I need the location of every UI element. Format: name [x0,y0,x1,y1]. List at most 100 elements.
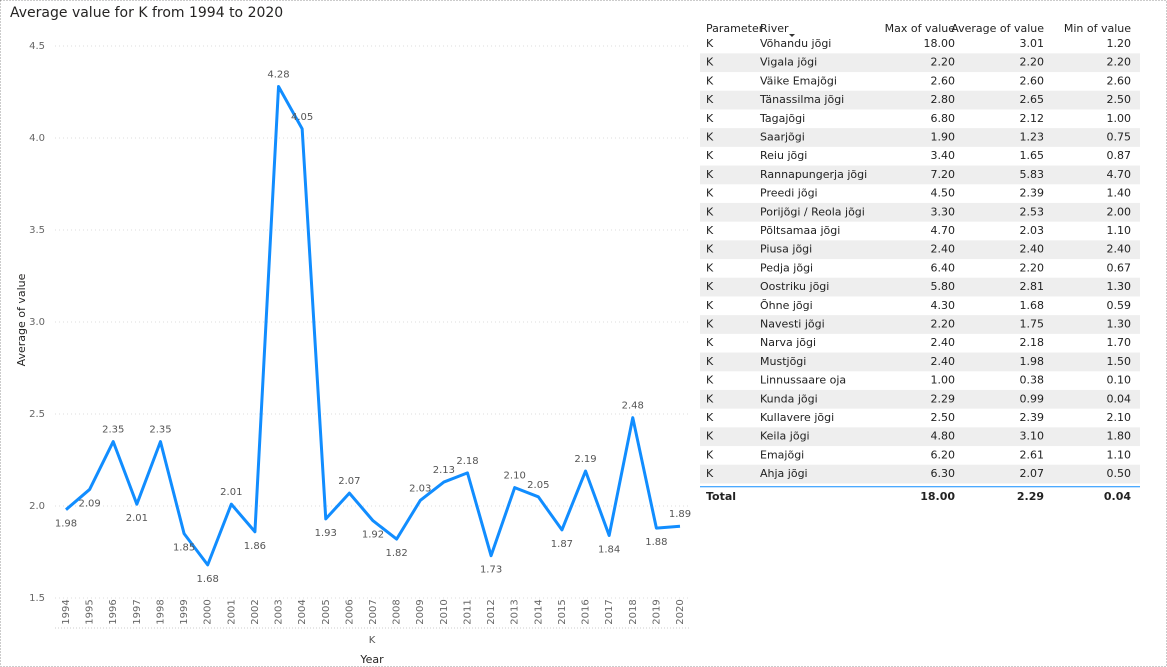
data-label: 2.01 [220,487,242,498]
table-cell: K [706,299,714,312]
table-cell: Põltsamaa jõgi [760,224,840,237]
x-tick-label: 2012 [486,599,497,624]
table-cell: Mustjõgi [760,355,806,368]
x-tick-label: 1999 [179,599,190,624]
x-tick-label: 2004 [297,599,308,624]
table-cell: 2.03 [1020,224,1045,237]
column-header: Average of value [951,22,1044,35]
table-cell: K [706,243,714,256]
row-band [700,277,1140,297]
x-tick-label: 2006 [344,599,355,624]
table-cell: K [706,37,714,50]
table-cell: 1.23 [1020,131,1045,144]
column-header: River [760,22,789,35]
table-cell: 4.70 [1107,168,1132,181]
x-tick-label: 2009 [415,599,426,624]
total-cell: 2.29 [1017,490,1044,503]
table-cell: K [706,355,714,368]
x-tick-label: 1994 [61,599,72,624]
table-cell: Võhandu jõgi [760,37,831,50]
table-cell: 5.83 [1020,168,1045,181]
data-label: 1.85 [173,543,195,554]
table-cell: 6.40 [931,261,956,274]
x-tick-label: 2008 [392,599,403,624]
row-band [700,128,1140,147]
x-tick-label: 2000 [203,599,214,624]
data-label: 1.73 [480,565,502,576]
table-cell: 2.40 [1020,243,1045,256]
table-cell: 1.00 [931,374,956,387]
row-band [700,464,1140,484]
data-label: 2.13 [433,465,455,476]
table-cell: Saarjõgi [760,131,805,144]
table-cell: 2.40 [1107,243,1132,256]
table-cell: K [706,448,714,461]
table-cell: 5.80 [931,280,956,293]
x-tick-label: 1996 [108,599,119,624]
y-tick-label: 4.0 [29,133,45,144]
x-tick-label: 2011 [462,599,473,624]
table-cell: 2.53 [1020,205,1045,218]
row-band [700,202,1140,222]
table-cell: Õhne jõgi [760,299,813,312]
table-cell: Piusa jõgi [760,243,812,256]
table-cell: K [706,318,714,331]
table-cell: 0.38 [1020,374,1045,387]
data-label: 2.01 [126,513,148,524]
data-label: 2.35 [102,425,124,436]
table-cell: 0.10 [1107,374,1132,387]
data-label: 2.10 [504,471,526,482]
data-label: 4.28 [267,69,289,80]
table-cell: 2.20 [1107,56,1132,69]
table-cell: Kullavere jõgi [760,411,834,424]
table-cell: 1.30 [1107,280,1132,293]
data-label: 2.03 [409,483,431,494]
table-cell: Rannapungerja jõgi [760,168,867,181]
table-cell: K [706,430,714,443]
table-cell: K [706,467,714,480]
table-cell: K [706,112,714,125]
row-band [700,165,1140,185]
y-tick-label: 3.5 [29,225,45,236]
table-cell: 3.40 [931,149,956,162]
table-cell: K [706,261,714,274]
data-label: 1.86 [244,541,266,552]
data-label: 4.05 [291,112,313,123]
chart-title: Average value for K from 1994 to 2020 [10,5,283,21]
table-cell: Preedi jõgi [760,187,818,200]
x-tick-label: 2005 [321,599,332,624]
table-cell: 2.60 [931,74,956,87]
table-cell: 4.70 [931,224,956,237]
table-cell: K [706,411,714,424]
data-label: 2.48 [622,401,644,412]
table-cell: K [706,93,714,106]
table-cell: 7.20 [931,168,956,181]
data-label: 1.82 [385,548,407,559]
x-tick-label: 2001 [226,599,237,624]
table-cell: K [706,280,714,293]
table-cell: 4.30 [931,299,956,312]
table-cell: 2.40 [931,336,956,349]
table-cell: 0.59 [1107,299,1132,312]
table-cell: 2.40 [931,355,956,368]
table-cell: 2.20 [1020,261,1045,274]
table-cell: 6.20 [931,448,956,461]
data-label: 2.07 [338,476,360,487]
x-tick-label: 2014 [533,599,544,624]
table-cell: 1.65 [1020,149,1045,162]
table-cell: 2.81 [1020,280,1045,293]
table-cell: 1.98 [1020,355,1045,368]
table-cell: Keila jõgi [760,430,810,443]
y-tick-label: 3.0 [29,317,45,328]
table-cell: 2.10 [1107,411,1132,424]
data-label: 2.18 [456,456,478,467]
x-tick-label: 1995 [85,599,96,624]
total-cell: 18.00 [920,490,955,503]
table-cell: 2.07 [1020,467,1045,480]
table-cell: 3.30 [931,205,956,218]
table-cell: 2.50 [1107,93,1132,106]
table-cell: 1.50 [1107,355,1132,368]
total-cell: 0.04 [1104,490,1131,503]
row-band [700,427,1140,447]
data-label: 2.19 [574,454,596,465]
